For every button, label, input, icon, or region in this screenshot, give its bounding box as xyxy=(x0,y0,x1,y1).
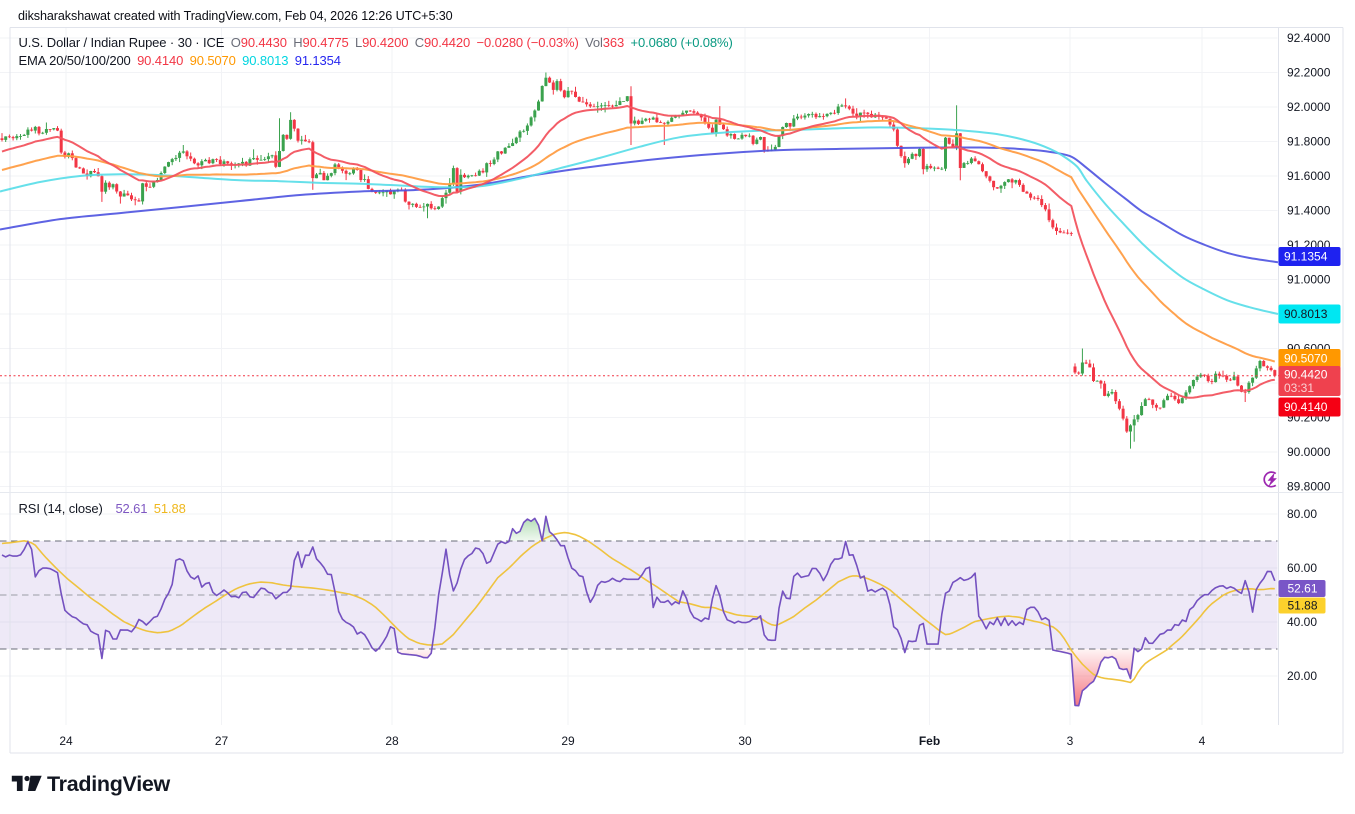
svg-text:91.1354: 91.1354 xyxy=(1284,250,1328,264)
svg-text:90.4140: 90.4140 xyxy=(1284,400,1328,414)
svg-text:03:31: 03:31 xyxy=(1284,381,1314,395)
svg-text:Feb: Feb xyxy=(919,734,940,748)
svg-text:29: 29 xyxy=(561,734,575,748)
svg-text:90.4420: 90.4420 xyxy=(1284,368,1328,382)
svg-text:28: 28 xyxy=(385,734,399,748)
svg-text:89.8000: 89.8000 xyxy=(1287,480,1331,494)
svg-text:91.0000: 91.0000 xyxy=(1287,273,1331,287)
svg-text:92.2000: 92.2000 xyxy=(1287,66,1331,80)
svg-text:3: 3 xyxy=(1067,734,1074,748)
svg-text:52.61: 52.61 xyxy=(1288,582,1318,596)
svg-text:91.6000: 91.6000 xyxy=(1287,169,1331,183)
svg-text:U.S. Dollar / Indian Rupee · 3: U.S. Dollar / Indian Rupee · 30 · ICE O9… xyxy=(19,35,733,50)
svg-text:EMA 20/50/100/200 90.4140 90.5: EMA 20/50/100/200 90.4140 90.5070 90.801… xyxy=(19,53,341,68)
svg-text:92.4000: 92.4000 xyxy=(1287,31,1331,45)
svg-text:TradingView: TradingView xyxy=(47,772,171,796)
svg-text:30: 30 xyxy=(738,734,752,748)
svg-text:24: 24 xyxy=(59,734,73,748)
svg-text:80.00: 80.00 xyxy=(1287,507,1317,521)
svg-text:90.0000: 90.0000 xyxy=(1287,445,1331,459)
svg-text:27: 27 xyxy=(215,734,229,748)
svg-text:51.88: 51.88 xyxy=(1288,599,1318,613)
svg-text:90.5070: 90.5070 xyxy=(1284,352,1328,366)
svg-text:RSI (14, close) 52.61 51.88: RSI (14, close) 52.61 51.88 xyxy=(19,501,186,516)
svg-text:20.00: 20.00 xyxy=(1287,669,1317,683)
svg-text:91.4000: 91.4000 xyxy=(1287,204,1331,218)
svg-text:92.0000: 92.0000 xyxy=(1287,100,1331,114)
svg-text:4: 4 xyxy=(1199,734,1206,748)
svg-text:60.00: 60.00 xyxy=(1287,561,1317,575)
svg-text:91.8000: 91.8000 xyxy=(1287,135,1331,149)
svg-text:90.8013: 90.8013 xyxy=(1284,307,1328,321)
svg-text:diksharakshawat created with T: diksharakshawat created with TradingView… xyxy=(18,9,453,23)
svg-text:40.00: 40.00 xyxy=(1287,615,1317,629)
